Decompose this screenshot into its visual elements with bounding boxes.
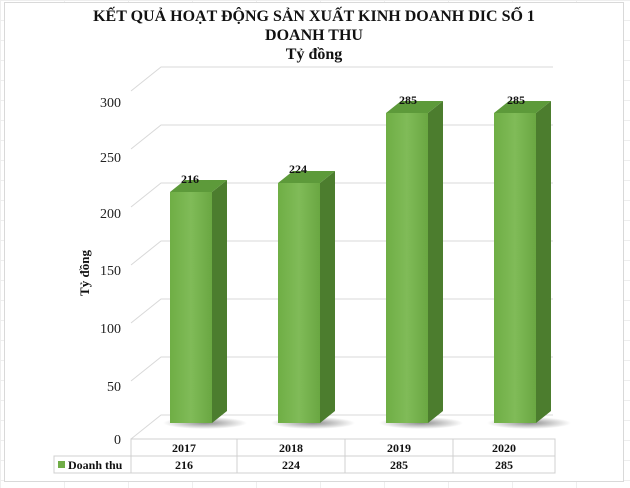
y-tick-250: 250 <box>100 151 121 166</box>
data-label-2017: 216 <box>181 172 199 186</box>
chart-title-line2: DOANH THU <box>265 27 363 44</box>
table-value-2018: 224 <box>282 458 300 472</box>
y-tick-50: 50 <box>107 380 121 395</box>
bar-2017[interactable]: 216 <box>163 172 247 429</box>
chart-title: KẾT QUẢ HOẠT ĐỘNG SẢN XUẤT KINH DOANH DI… <box>5 7 623 64</box>
data-label-2018: 224 <box>289 162 307 176</box>
bar-2019[interactable]: 285 <box>379 93 463 429</box>
y-tick-150: 150 <box>100 264 121 279</box>
bar-2018[interactable]: 224 <box>271 162 355 429</box>
table-header-2017: 2017 <box>172 441 196 455</box>
table-value-2019: 285 <box>390 458 408 472</box>
y-tick-200: 200 <box>100 207 121 222</box>
chart-title-line3: Tỷ đồng <box>285 46 343 63</box>
y-tick-300: 300 <box>100 96 121 111</box>
table-value-2017: 216 <box>175 458 193 472</box>
chart-title-line1: KẾT QUẢ HOẠT ĐỘNG SẢN XUẤT KINH DOANH DI… <box>93 8 535 25</box>
data-label-2019: 285 <box>399 93 417 107</box>
y-axis-ticks: 0 50 100 150 200 250 300 <box>100 96 121 448</box>
table-header-2020: 2020 <box>492 441 516 455</box>
plot-area: 0 50 100 150 200 250 300 Tỷ đồng 216 224 <box>53 66 571 474</box>
legend-swatch <box>58 461 65 468</box>
legend-label: Doanh thu <box>68 458 123 472</box>
data-table <box>53 438 556 474</box>
table-value-2020: 285 <box>495 458 513 472</box>
y-tick-100: 100 <box>100 322 121 337</box>
y-axis-label: Tỷ đồng <box>77 250 92 296</box>
bar-2020[interactable]: 285 <box>487 93 571 429</box>
table-header-2018: 2018 <box>279 441 303 455</box>
chart-area[interactable]: KẾT QUẢ HOẠT ĐỘNG SẢN XUẤT KINH DOANH DI… <box>4 2 624 482</box>
table-header-2019: 2019 <box>387 441 411 455</box>
y-tick-0: 0 <box>114 433 121 448</box>
data-label-2020: 285 <box>507 93 525 107</box>
